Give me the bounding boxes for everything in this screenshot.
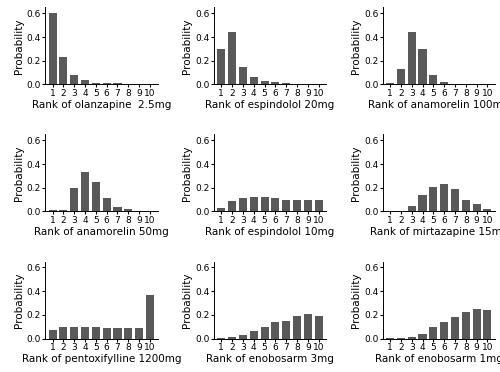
Bar xyxy=(239,67,247,84)
Bar xyxy=(462,312,470,339)
Bar xyxy=(70,75,78,84)
X-axis label: Rank of anamorelin 100mg: Rank of anamorelin 100mg xyxy=(368,100,500,110)
Bar xyxy=(102,198,110,211)
Y-axis label: Probability: Probability xyxy=(14,272,24,328)
Bar xyxy=(70,327,78,339)
Bar xyxy=(218,338,226,339)
Bar xyxy=(440,184,448,211)
Bar xyxy=(114,83,122,84)
Y-axis label: Probability: Probability xyxy=(14,145,24,201)
Bar xyxy=(48,13,56,84)
Bar xyxy=(48,330,56,339)
Bar xyxy=(48,210,56,211)
Bar xyxy=(250,197,258,211)
Bar xyxy=(451,317,459,339)
Bar xyxy=(451,189,459,211)
Bar xyxy=(92,83,100,84)
Bar xyxy=(135,328,143,339)
Bar xyxy=(472,204,480,211)
Bar xyxy=(386,83,394,84)
Bar xyxy=(218,49,226,84)
X-axis label: Rank of mirtazapine 15mg: Rank of mirtazapine 15mg xyxy=(370,227,500,237)
Bar xyxy=(92,182,100,211)
Bar xyxy=(81,80,89,84)
Bar xyxy=(314,200,322,211)
X-axis label: Rank of pentoxifylline 1200mg: Rank of pentoxifylline 1200mg xyxy=(22,355,181,365)
Y-axis label: Probability: Probability xyxy=(182,272,192,328)
Bar xyxy=(397,69,405,84)
Bar xyxy=(314,316,322,339)
Y-axis label: Probability: Probability xyxy=(351,145,361,201)
Bar xyxy=(462,200,470,211)
Bar xyxy=(304,200,312,211)
Bar xyxy=(282,200,290,211)
X-axis label: Rank of olanzapine  2.5mg: Rank of olanzapine 2.5mg xyxy=(32,100,171,110)
Bar xyxy=(81,172,89,211)
Y-axis label: Probability: Probability xyxy=(351,272,361,328)
Bar xyxy=(440,322,448,339)
Bar xyxy=(272,322,280,339)
Bar xyxy=(418,195,426,211)
Y-axis label: Probability: Probability xyxy=(351,18,361,74)
X-axis label: Rank of espindolol 20mg: Rank of espindolol 20mg xyxy=(206,100,334,110)
Bar xyxy=(124,209,132,211)
Bar xyxy=(228,201,236,211)
Bar xyxy=(304,314,312,339)
Bar xyxy=(408,32,416,84)
Bar xyxy=(228,32,236,84)
Bar xyxy=(260,197,268,211)
Bar xyxy=(418,334,426,339)
Bar xyxy=(60,210,68,211)
Bar xyxy=(70,188,78,211)
Bar xyxy=(60,57,68,84)
X-axis label: Rank of enobosarm 3mg: Rank of enobosarm 3mg xyxy=(206,355,334,365)
Bar xyxy=(102,328,110,339)
Bar xyxy=(408,206,416,211)
Bar xyxy=(81,327,89,339)
Bar xyxy=(282,83,290,84)
Bar xyxy=(114,207,122,211)
Bar xyxy=(60,327,68,339)
Bar xyxy=(239,198,247,211)
Bar xyxy=(408,337,416,339)
Bar xyxy=(92,327,100,339)
Bar xyxy=(260,327,268,339)
X-axis label: Rank of espindolol 10mg: Rank of espindolol 10mg xyxy=(206,227,334,237)
X-axis label: Rank of anamorelin 50mg: Rank of anamorelin 50mg xyxy=(34,227,168,237)
Bar xyxy=(440,82,448,84)
Bar xyxy=(250,77,258,84)
Bar xyxy=(114,328,122,339)
Y-axis label: Probability: Probability xyxy=(14,18,24,74)
Bar xyxy=(272,198,280,211)
Y-axis label: Probability: Probability xyxy=(182,18,192,74)
Bar xyxy=(472,309,480,339)
Y-axis label: Probability: Probability xyxy=(182,145,192,201)
Bar xyxy=(102,83,110,84)
Bar xyxy=(430,75,438,84)
Bar xyxy=(272,82,280,84)
Bar xyxy=(124,328,132,339)
Bar xyxy=(228,337,236,339)
Bar xyxy=(260,81,268,84)
Bar xyxy=(484,209,492,211)
Bar xyxy=(218,208,226,211)
X-axis label: Rank of enobosarm 1mg: Rank of enobosarm 1mg xyxy=(375,355,500,365)
Bar xyxy=(430,187,438,211)
Bar xyxy=(293,316,301,339)
Bar xyxy=(484,310,492,339)
Bar xyxy=(239,335,247,339)
Bar xyxy=(418,49,426,84)
Bar xyxy=(430,327,438,339)
Bar xyxy=(146,295,154,339)
Bar xyxy=(250,331,258,339)
Bar xyxy=(293,200,301,211)
Bar xyxy=(282,321,290,339)
